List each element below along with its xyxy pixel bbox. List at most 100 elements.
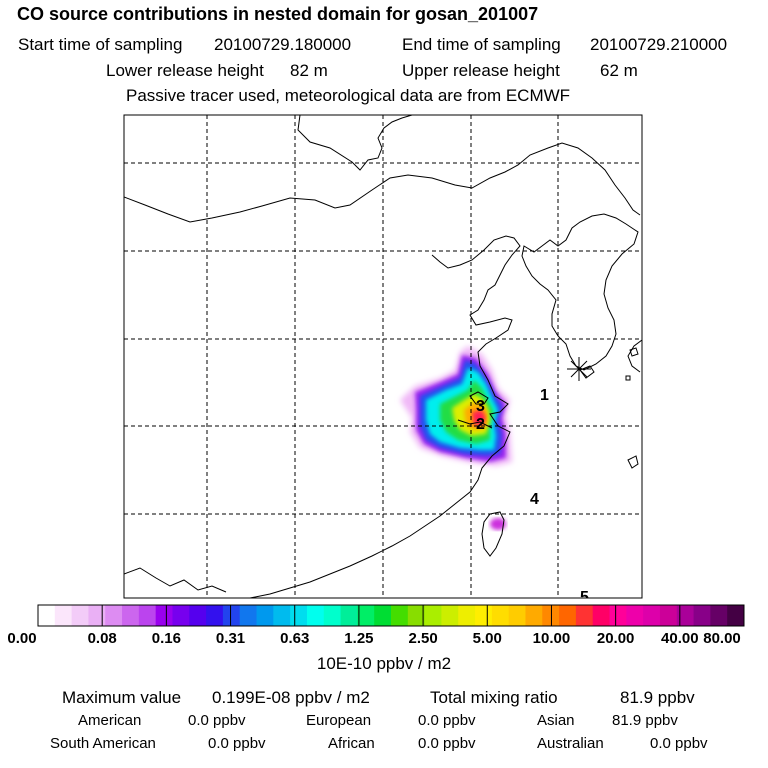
colorbar-cell	[727, 605, 745, 626]
region-name-american: American	[78, 712, 142, 729]
colorbar-cell	[71, 605, 89, 626]
start-time-label: Start time of sampling	[18, 35, 183, 54]
coast-island-1	[579, 365, 595, 379]
colorbar-cell	[643, 605, 661, 626]
colorbar-cell	[542, 605, 560, 626]
region-label-5: 5	[580, 589, 589, 606]
upper-height-value: 62 m	[600, 61, 638, 80]
colorbar-cell	[105, 605, 123, 626]
river-1	[457, 419, 493, 429]
coast-sw	[124, 567, 227, 593]
colorbar-cell	[38, 605, 56, 626]
colorbar-cell	[206, 605, 224, 626]
end-time-label: End time of sampling	[402, 35, 561, 54]
total-mixing-value: 81.9 ppbv	[620, 688, 695, 707]
colorbar-cell	[155, 605, 173, 626]
region-value-african: 0.0 ppbv	[418, 735, 476, 752]
colorbar-cell	[693, 605, 711, 626]
region-value-australian: 0.0 ppbv	[650, 735, 708, 752]
colorbar-cell	[424, 605, 442, 626]
coast-japan	[627, 339, 642, 373]
colorbar-cell	[273, 605, 291, 626]
colorbar-frame	[37, 604, 745, 627]
colorbar-cell	[138, 605, 157, 626]
chart-title: CO source contributions in nested domain…	[17, 4, 539, 24]
taiwan-island	[481, 511, 505, 557]
colorbar-cell	[391, 605, 409, 626]
colorbar-tick-label: 0.63	[280, 630, 310, 647]
coast-island-4	[629, 347, 639, 357]
colorbar-cell	[491, 605, 510, 626]
colorbar-tick-label: 2.50	[408, 630, 438, 647]
end-time-value: 20100729.210000	[590, 35, 728, 54]
colorbar-tick-label: 40.00	[661, 630, 699, 647]
lower-height-label: Lower release height	[106, 61, 264, 80]
colorbar-cell	[609, 605, 627, 626]
colorbar-cell	[659, 605, 678, 626]
colorbar-cell	[525, 605, 543, 626]
region-value-american: 0.0 ppbv	[188, 712, 246, 729]
tracer-note: Passive tracer used, meteorological data…	[126, 86, 571, 105]
colorbar-cell	[575, 605, 594, 626]
coast-korea	[521, 213, 639, 371]
map-frame	[123, 114, 643, 599]
region-label-3: 3	[476, 398, 485, 415]
region-name-european: European	[306, 712, 372, 729]
region-label-2: 2	[476, 416, 485, 433]
region-value-south-american: 0.0 ppbv	[208, 735, 266, 752]
colorbar-cell	[239, 605, 258, 626]
region-name-asian: Asian	[537, 712, 575, 729]
coast-mongolia-border	[124, 142, 641, 223]
colorbar-cell	[357, 605, 375, 626]
colorbar-cell	[374, 605, 392, 626]
colorbar-cell	[222, 605, 241, 626]
coastlines	[124, 115, 642, 598]
lower-height-value: 82 m	[290, 61, 328, 80]
colorbar-cell	[88, 605, 106, 626]
region-name-south-american: South American	[50, 735, 156, 752]
upper-height-label: Upper release height	[402, 61, 560, 80]
lake-river	[469, 391, 489, 405]
colorbar-cell	[458, 605, 476, 626]
colorbar-cell	[172, 605, 190, 626]
coast-island-2	[625, 375, 631, 381]
colorbar-tick-label: 0.16	[151, 630, 181, 647]
total-mixing-label: Total mixing ratio	[430, 688, 558, 707]
colorbar-cell	[676, 605, 695, 626]
start-time-value: 20100729.180000	[214, 35, 352, 54]
graticule	[124, 115, 642, 598]
colorbar-tick-label: 10.00	[532, 630, 571, 647]
colorbar	[37, 604, 745, 627]
region-name-african: African	[328, 735, 375, 752]
colorbar-cell	[340, 605, 358, 626]
colorbar-units: 10E-10 ppbv / m2	[316, 654, 452, 673]
colorbar-tick-label: 20.00	[596, 630, 635, 647]
colorbar-cell	[256, 605, 274, 626]
colorbar-tick-label: 80.00	[703, 630, 741, 647]
colorbar-cell	[710, 605, 728, 626]
colorbar-tick-label: 0.08	[87, 630, 117, 647]
taiwan-plume	[490, 518, 506, 530]
region-label-1: 1	[540, 387, 549, 404]
region-label-4: 4	[530, 491, 539, 508]
region-value-asian: 81.9 ppbv	[612, 712, 678, 729]
colorbar-tick-label: 0.31	[215, 630, 246, 647]
colorbar-cell	[407, 605, 426, 626]
colorbar-cell	[54, 605, 73, 626]
coast-bohai	[249, 235, 521, 598]
plume-red	[472, 410, 486, 426]
colorbar-cell	[626, 605, 644, 626]
colorbar-cell	[592, 605, 611, 626]
colorbar-tick-label: 5.00	[472, 630, 502, 647]
colorbar-cell	[122, 605, 140, 626]
colorbar-cell	[508, 605, 526, 626]
colorbar-cell	[290, 605, 308, 626]
colorbar-cell	[323, 605, 342, 626]
max-value-label: Maximum value	[62, 688, 182, 707]
colorbar-tick-label: 0.00	[7, 630, 37, 647]
region-name-australian: Australian	[537, 735, 604, 752]
region-value-european: 0.0 ppbv	[418, 712, 476, 729]
coast-island-3	[627, 455, 639, 469]
coast-north	[297, 115, 413, 171]
